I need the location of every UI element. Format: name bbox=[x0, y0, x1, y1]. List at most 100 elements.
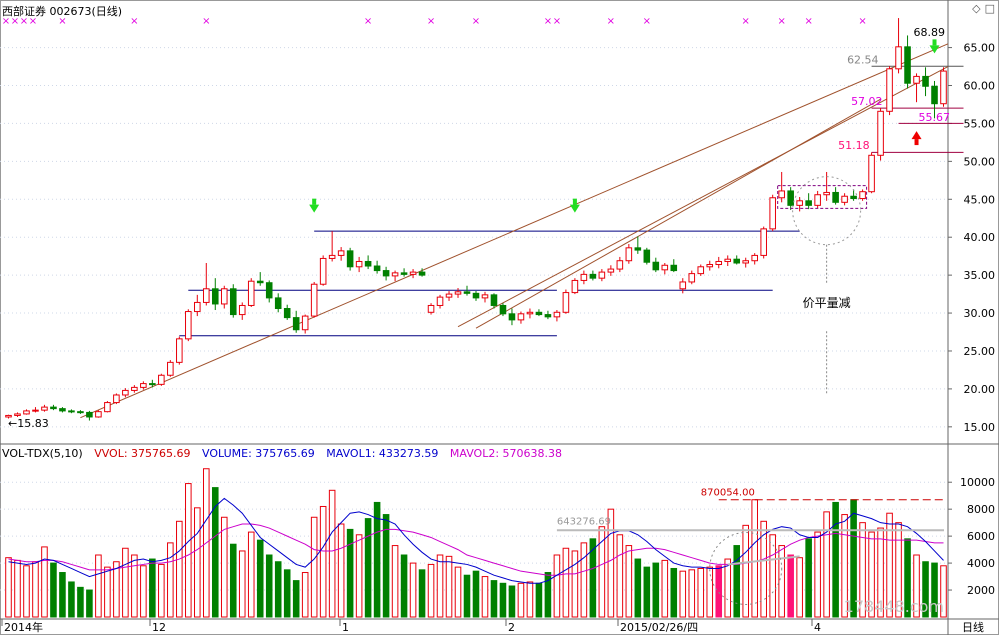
candle-body bbox=[805, 200, 812, 206]
down-arrow-icon bbox=[312, 198, 317, 205]
candle-body bbox=[158, 374, 165, 385]
volume-bar bbox=[931, 562, 938, 618]
candle-body bbox=[409, 271, 417, 275]
candle-body bbox=[724, 258, 732, 262]
level-label-57: 57.02 bbox=[851, 95, 883, 108]
candle-body bbox=[751, 254, 758, 262]
candle-body bbox=[733, 258, 741, 264]
candle-body bbox=[499, 304, 507, 315]
volume-bar bbox=[194, 507, 201, 618]
candle-body bbox=[580, 273, 588, 281]
volume-bar bbox=[445, 555, 453, 618]
volume-bar bbox=[265, 554, 273, 618]
top-marker: × bbox=[130, 16, 138, 27]
price-tick-label: 60.00 bbox=[964, 80, 996, 93]
volume-bar bbox=[769, 534, 776, 618]
volume-bar bbox=[364, 518, 372, 618]
candle-body bbox=[607, 268, 615, 273]
candle-body bbox=[436, 296, 444, 306]
candle-body bbox=[481, 294, 489, 299]
volume-bar bbox=[904, 538, 911, 618]
candle-body bbox=[328, 254, 336, 259]
candle-body bbox=[904, 46, 911, 84]
candle-body bbox=[562, 292, 570, 313]
level-label-62: 62.54 bbox=[847, 54, 879, 67]
candle-body bbox=[940, 70, 947, 105]
volume-bar bbox=[823, 511, 830, 618]
candle-body bbox=[265, 282, 273, 299]
volume-bar bbox=[185, 483, 192, 618]
candle-body bbox=[796, 200, 803, 206]
candle-body bbox=[337, 250, 345, 256]
candle-body bbox=[715, 260, 723, 266]
candle-body bbox=[256, 280, 264, 284]
volume-bar bbox=[652, 562, 660, 618]
candle-body bbox=[895, 46, 902, 70]
candle-body bbox=[319, 257, 327, 285]
volume-bar bbox=[274, 561, 282, 618]
candle-body bbox=[32, 409, 39, 412]
candle-body bbox=[823, 191, 830, 196]
mavol1-label: MAVOL1: 433273.59 bbox=[326, 447, 439, 460]
top-marker: × bbox=[427, 16, 435, 27]
volume-bar bbox=[868, 531, 875, 618]
volume-bar bbox=[373, 501, 381, 618]
candle-body bbox=[391, 272, 399, 277]
volume-bar bbox=[643, 566, 651, 618]
candle-body bbox=[742, 260, 750, 264]
candle-body bbox=[679, 281, 687, 290]
candle-body bbox=[634, 247, 642, 251]
volume-bar bbox=[697, 567, 705, 618]
volume-tick-label: 6000 bbox=[967, 530, 995, 543]
candle-body bbox=[769, 197, 776, 230]
volume-bar bbox=[229, 543, 237, 618]
volume-bar bbox=[877, 527, 884, 618]
volume-bar bbox=[176, 520, 183, 618]
candle-body bbox=[68, 410, 75, 413]
volume-bar bbox=[247, 531, 255, 618]
volume-bar bbox=[400, 554, 408, 618]
volume-bar bbox=[571, 550, 579, 618]
volume-bar bbox=[841, 514, 848, 618]
volume-bar bbox=[688, 569, 696, 618]
candle-body bbox=[661, 264, 669, 271]
volume-bar bbox=[319, 505, 327, 618]
top-marker: × bbox=[472, 16, 480, 27]
candle-body bbox=[5, 414, 12, 418]
candle-body bbox=[832, 191, 839, 203]
volume-bar bbox=[580, 542, 588, 618]
volume-bar bbox=[463, 574, 471, 618]
time-axis-label: 日线 bbox=[962, 620, 984, 634]
candle-body bbox=[670, 264, 678, 272]
top-marker: × bbox=[553, 16, 561, 27]
candle-body bbox=[589, 273, 597, 279]
candle-body bbox=[122, 389, 129, 396]
candle-body bbox=[211, 288, 219, 305]
candle-body bbox=[652, 261, 660, 271]
note-text: 价平量减 bbox=[803, 296, 851, 310]
level-label-51: 51.18 bbox=[838, 139, 870, 152]
square-icon[interactable]: □ bbox=[984, 2, 995, 15]
volume-bar bbox=[481, 576, 489, 618]
price-tick-label: 65.00 bbox=[964, 42, 996, 55]
candle-body bbox=[625, 247, 633, 262]
candle-body bbox=[688, 273, 696, 283]
volume-trend-line bbox=[727, 555, 800, 566]
diamond-icon[interactable]: ◇ bbox=[972, 2, 981, 15]
volume-bar bbox=[814, 531, 821, 618]
candle-body bbox=[544, 314, 552, 318]
volume-bar bbox=[751, 499, 758, 618]
low-price-label: ←15.83 bbox=[8, 417, 49, 430]
candle-body bbox=[104, 402, 111, 413]
candle-body bbox=[472, 292, 480, 299]
candle-body bbox=[553, 311, 561, 318]
volume-bar bbox=[283, 569, 291, 618]
candle-body bbox=[616, 260, 624, 270]
volume-label: VOLUME: 375765.69 bbox=[202, 447, 315, 460]
top-marker: × bbox=[777, 16, 785, 27]
down-arrow-icon bbox=[932, 39, 937, 46]
volume-bar bbox=[59, 572, 66, 618]
volume-bar bbox=[113, 561, 120, 618]
candle-body bbox=[508, 313, 516, 321]
